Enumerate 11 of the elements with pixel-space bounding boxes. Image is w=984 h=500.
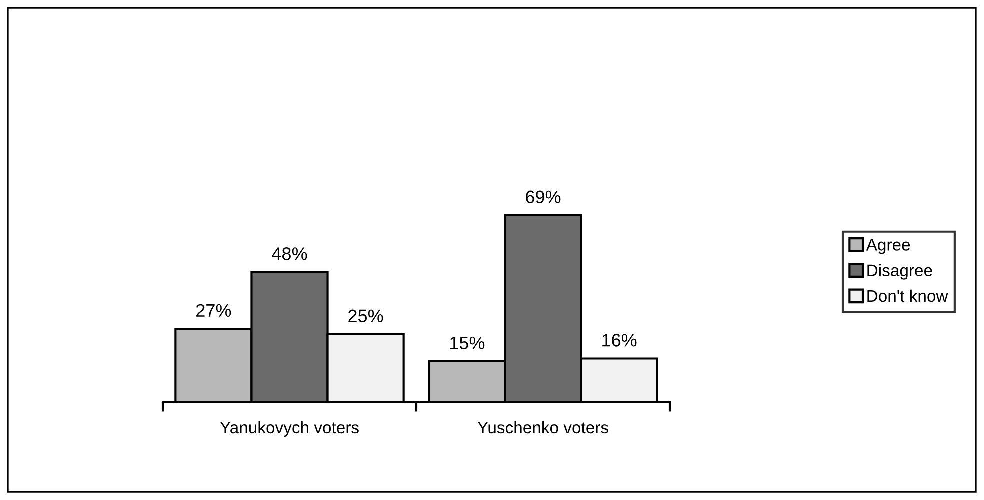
legend-label: Don't know bbox=[868, 290, 948, 302]
x-tick-label: Yuschenko voters bbox=[478, 421, 608, 434]
data-label: 16% bbox=[602, 334, 637, 347]
data-label: 25% bbox=[348, 310, 384, 323]
legend-label: Disagree bbox=[868, 264, 932, 280]
data-label: 15% bbox=[450, 336, 485, 350]
data-label: 48% bbox=[272, 248, 308, 260]
legend-label: Agree bbox=[866, 239, 910, 254]
data-label: 27% bbox=[196, 304, 232, 318]
data-label: 69% bbox=[526, 190, 561, 204]
x-tick-label: Yanukovych voters bbox=[220, 421, 359, 437]
